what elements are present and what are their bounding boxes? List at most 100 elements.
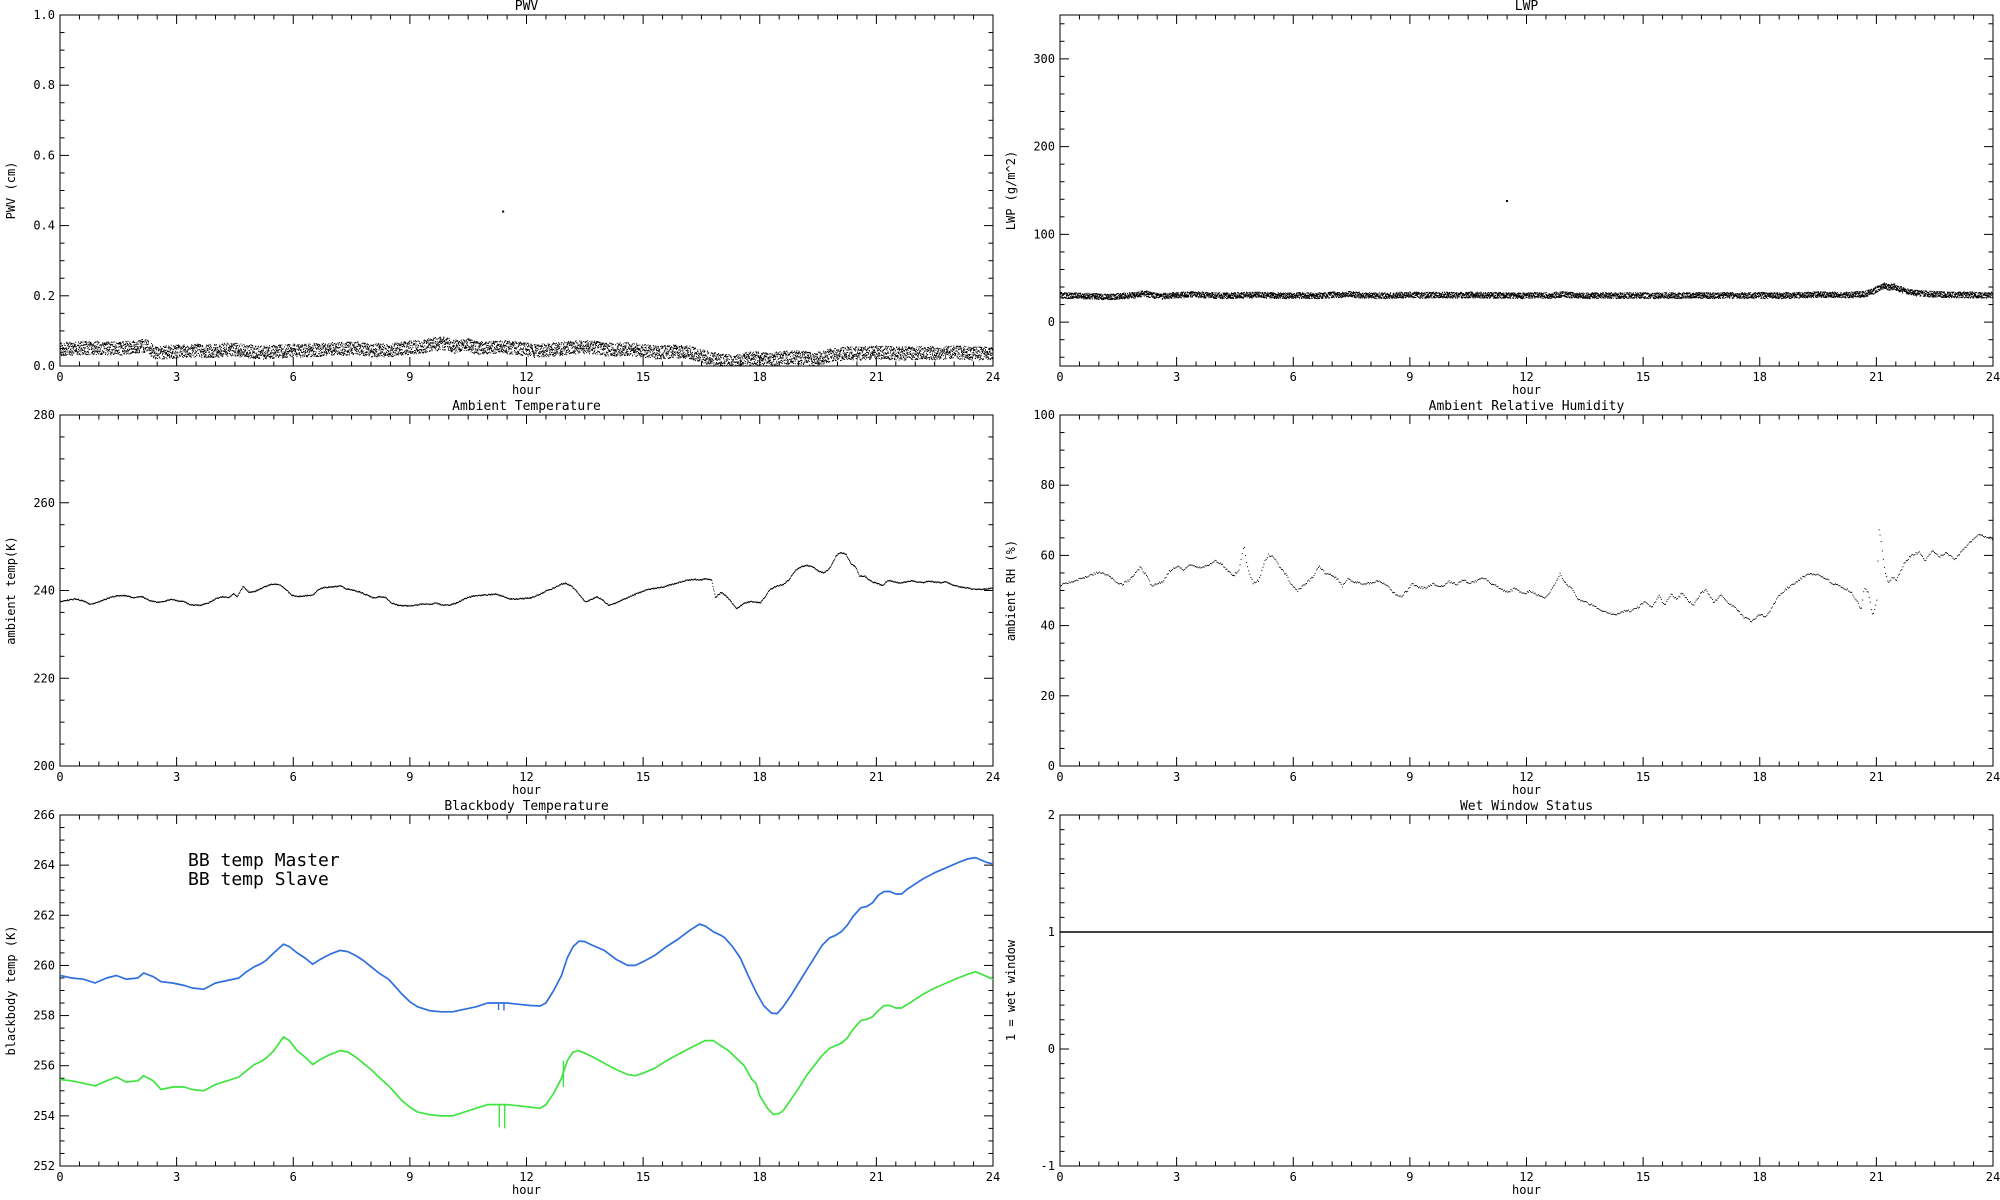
y-tick-label: 80	[1041, 478, 1055, 492]
ambient-temperature	[60, 552, 993, 610]
x-tick-label: 21	[869, 1170, 883, 1184]
y-tick-label: 200	[1033, 140, 1055, 154]
x-tick-label: 15	[636, 770, 650, 784]
panel-pwv: 0 3 6 9 12 15 18 21 24 0.0 0.2 0.4 0.6 0.8 1.0 PWV hour P…	[0, 0, 1000, 400]
plot-title: LWP	[1515, 0, 1539, 14]
x-tick-label: 12	[519, 770, 533, 784]
x-tick-label: 15	[1636, 770, 1650, 784]
y-axis-label: ambient RH (%)	[1004, 540, 1018, 641]
x-tick-label: 21	[1869, 370, 1883, 384]
x-axis-label: hour	[512, 1183, 541, 1197]
x-axis-label: hour	[512, 383, 541, 397]
x-tick-label: 9	[1406, 770, 1413, 784]
y-tick-label: 1	[1048, 925, 1055, 939]
ambient-relative-humidity-plot: 0 3 6 9 12 15 18 21 24 0 20 40 60 80 100 Ambient Relati…	[1004, 400, 2000, 797]
x-tick-label: 3	[1173, 1170, 1180, 1184]
x-tick-label: 0	[56, 1170, 63, 1184]
y-tick-label: 260	[33, 958, 55, 972]
x-axis-label: hour	[1512, 383, 1541, 397]
x-tick-label: 9	[406, 1170, 413, 1184]
pwv-plot: 0 3 6 9 12 15 18 21 24 0.0 0.2 0.4 0.6 0.8 1.0 PWV hour P…	[4, 0, 1000, 397]
outlier-point	[502, 210, 505, 213]
bb-temp-master	[60, 856, 993, 1015]
y-tick-label: 280	[33, 408, 55, 422]
y-tick-label: 0.4	[33, 219, 55, 233]
axis-box	[59, 414, 994, 767]
x-tick-label: 12	[519, 1170, 533, 1184]
x-tick-label: 3	[173, 770, 180, 784]
y-tick-label: 256	[33, 1059, 55, 1073]
plot-title: Ambient Temperature	[452, 400, 601, 414]
x-tick-label: 0	[56, 370, 63, 384]
legend-entry: BB temp Master	[188, 850, 340, 871]
panel-blackbody-temperature: 0 3 6 9 12 15 18 21 24 252 254 256 258 260 262 264 266 Bl…	[0, 800, 1000, 1200]
y-tick-label: 0.2	[33, 289, 55, 303]
x-tick-label: 0	[1056, 370, 1063, 384]
y-tick-label: 100	[1033, 227, 1055, 241]
x-tick-label: 18	[1753, 770, 1767, 784]
y-tick-label: 262	[33, 908, 55, 922]
x-axis-label: hour	[512, 783, 541, 797]
y-tick-label: 0.0	[33, 359, 55, 373]
axis-box	[59, 14, 994, 367]
x-tick-label: 12	[519, 370, 533, 384]
ambient-relative-humidity	[1060, 529, 1993, 623]
x-tick-label: 18	[753, 770, 767, 784]
blackbody-temperature-plot: 0 3 6 9 12 15 18 21 24 252 254 256 258 260 262 264 266 Bl…	[4, 800, 1000, 1197]
x-tick-label: 3	[1173, 370, 1180, 384]
x-tick-label: 21	[1869, 770, 1883, 784]
y-tick-label: 100	[1033, 408, 1055, 422]
x-axis-label: hour	[1512, 783, 1541, 797]
y-tick-label: 258	[33, 1009, 55, 1023]
lwp-plot: 0 3 6 9 12 15 18 21 24 0 100 200 300 LWP hour LWP (g/m^…	[1004, 0, 2000, 397]
x-tick-label: 18	[753, 1170, 767, 1184]
x-tick-label: 24	[1986, 770, 2000, 784]
x-tick-label: 15	[636, 1170, 650, 1184]
plot-title: Blackbody Temperature	[444, 800, 609, 814]
x-tick-label: 18	[1753, 1170, 1767, 1184]
x-tick-label: 6	[1290, 1170, 1297, 1184]
y-axis-label: LWP (g/m^2)	[1004, 151, 1018, 230]
y-tick-label: -1	[1041, 1159, 1055, 1173]
y-axis-label: 1 = wet window	[1004, 939, 1018, 1041]
y-tick-label: 20	[1041, 689, 1055, 703]
y-axis-label: ambient temp(K)	[4, 536, 18, 644]
y-tick-label: 266	[33, 808, 55, 822]
x-tick-label: 3	[173, 370, 180, 384]
bb-temp-slave	[60, 970, 993, 1117]
lwp-measurements	[1060, 282, 1993, 301]
x-tick-label: 18	[1753, 370, 1767, 384]
y-tick-label: 0	[1048, 759, 1055, 773]
y-tick-label: 0.6	[33, 148, 55, 162]
plot-title: PWV	[515, 0, 539, 14]
axis-box	[1059, 14, 1994, 367]
y-axis-label: PWV (cm)	[4, 162, 18, 220]
x-tick-label: 6	[290, 770, 297, 784]
y-tick-label: 40	[1041, 619, 1055, 633]
y-tick-label: 300	[1033, 52, 1055, 66]
x-tick-label: 9	[406, 370, 413, 384]
y-tick-label: 220	[33, 671, 55, 685]
y-axis-label: blackbody temp (K)	[4, 925, 18, 1055]
x-tick-label: 18	[753, 370, 767, 384]
y-tick-label: 0	[1048, 315, 1055, 329]
x-tick-label: 3	[173, 1170, 180, 1184]
plot-title: Ambient Relative Humidity	[1429, 400, 1625, 414]
axis-box	[1059, 414, 1994, 767]
pwv-measurements	[60, 336, 993, 366]
x-tick-label: 15	[636, 370, 650, 384]
panel-lwp: 0 3 6 9 12 15 18 21 24 0 100 200 300 LWP hour LWP (g/m^…	[1000, 0, 2000, 400]
x-tick-label: 6	[1290, 770, 1297, 784]
x-tick-label: 12	[1519, 770, 1533, 784]
x-tick-label: 24	[1986, 1170, 2000, 1184]
y-tick-label: 0	[1048, 1042, 1055, 1056]
y-tick-label: 240	[33, 584, 55, 598]
x-tick-label: 0	[56, 770, 63, 784]
x-tick-label: 21	[1869, 1170, 1883, 1184]
panel-ambient-relative-humidity: 0 3 6 9 12 15 18 21 24 0 20 40 60 80 100 Ambient Relati…	[1000, 400, 2000, 800]
y-tick-label: 1.0	[33, 8, 55, 22]
y-tick-label: 260	[33, 496, 55, 510]
panel-wet-window-status: 0 3 6 9 12 15 18 21 24 -1 0 1 2 Wet Window Status hour…	[1000, 800, 2000, 1200]
